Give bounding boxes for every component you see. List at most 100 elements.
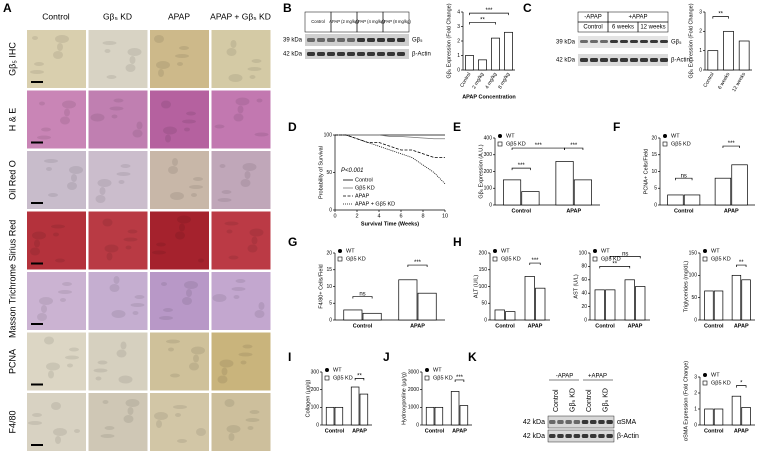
x-tick-label: APAP (724, 208, 739, 214)
significance-label: *** (456, 375, 464, 381)
blot-band (357, 38, 365, 42)
marker-label: 42 kDa (556, 58, 576, 64)
column-header: APAP (168, 11, 190, 21)
legend-marker (498, 134, 502, 138)
bar (450, 391, 460, 426)
tissue-texture (154, 35, 164, 43)
x-tick-label: Control (325, 428, 345, 434)
panel-label: J (383, 350, 390, 364)
histology-image (88, 393, 148, 451)
tissue-texture (102, 400, 109, 404)
bar (535, 287, 546, 321)
legend-label: WT (711, 372, 720, 378)
tissue-texture (34, 239, 40, 248)
bar (738, 40, 750, 71)
panel-label: C (523, 1, 532, 15)
tissue-texture (152, 250, 166, 255)
bar (524, 276, 535, 321)
significance-label: ns (681, 173, 687, 179)
tissue-texture (37, 313, 47, 321)
bar (491, 37, 500, 71)
blot-band (640, 40, 648, 43)
histology-image (150, 211, 209, 270)
y-tick-label: 1 (694, 406, 697, 412)
tissue-texture (242, 163, 257, 171)
tissue-texture (97, 179, 112, 187)
tissue-texture (242, 344, 253, 349)
tissue-texture (125, 64, 136, 72)
legend-label: Gβ5 KD (346, 256, 366, 262)
bar (667, 194, 684, 206)
tissue-texture (165, 134, 171, 143)
tissue-texture (134, 295, 145, 299)
tissue-texture (125, 399, 140, 407)
legend-marker (337, 256, 343, 262)
tissue-texture (240, 360, 247, 365)
tissue-texture (245, 418, 260, 422)
y-tick-label: 200 (311, 387, 320, 393)
blot-band (347, 52, 355, 56)
x-tick-label: APAP (734, 428, 749, 434)
y-tick-label: 0 (694, 422, 697, 428)
x-tick-label: APAP (566, 208, 581, 214)
tissue-texture (109, 284, 120, 292)
bar (494, 309, 505, 321)
blot-band (630, 58, 638, 62)
tissue-texture (57, 43, 63, 51)
y-tick-label: 0 (316, 422, 319, 428)
legend-marker (425, 368, 429, 372)
tissue-texture (251, 236, 258, 245)
tissue-texture (182, 297, 192, 305)
tissue-texture (186, 111, 196, 116)
bar (478, 59, 487, 71)
marker-label: 42 kDa (523, 433, 545, 440)
x-tick-label: APAP (352, 428, 367, 434)
panel-label: A (3, 1, 12, 15)
legend-marker (663, 134, 667, 138)
tissue-texture (97, 360, 108, 365)
tissue-texture (39, 101, 45, 106)
tissue-texture (228, 255, 239, 260)
histology-image (27, 332, 86, 391)
y-axis-title: F4/80+ Cells/Field (318, 264, 324, 308)
tissue-texture (233, 113, 244, 122)
significance-bracket (352, 296, 373, 299)
significance-bracket (609, 256, 641, 259)
tissue-texture (159, 316, 173, 320)
blot-band (610, 58, 618, 62)
lane-label: 12 weeks (640, 25, 665, 31)
bar (605, 289, 616, 321)
legend-label: WT (601, 248, 610, 254)
x-tick-label: APAP (628, 323, 643, 329)
histology-image (88, 211, 148, 270)
tissue-texture (53, 232, 59, 237)
blot-band (598, 434, 605, 438)
tissue-texture (161, 100, 171, 109)
tissue-texture (247, 67, 262, 71)
blot-band (660, 40, 668, 43)
tissue-texture (74, 429, 80, 433)
protein-label: Gβ₅ (671, 40, 682, 46)
tissue-texture (55, 436, 61, 444)
column-header: Gβ₅ KD (103, 11, 132, 21)
tissue-texture (116, 349, 127, 358)
bar (465, 55, 474, 71)
lane-header (382, 11, 410, 33)
legend-label: WT (506, 133, 515, 139)
panel-label: K (468, 350, 477, 364)
blot-band (307, 52, 315, 56)
tissue-texture (129, 56, 136, 64)
bar (723, 30, 734, 71)
protein-label: β-Actin (412, 52, 431, 58)
tissue-texture (69, 347, 79, 352)
bar (555, 161, 574, 206)
significance-bracket (407, 264, 428, 268)
tissue-texture (166, 339, 180, 344)
bar (683, 194, 701, 206)
blot-band (397, 52, 405, 56)
y-tick-label: 60 (581, 277, 587, 283)
tissue-texture (249, 228, 264, 237)
legend-label: WT (433, 367, 442, 373)
bar (741, 279, 751, 321)
